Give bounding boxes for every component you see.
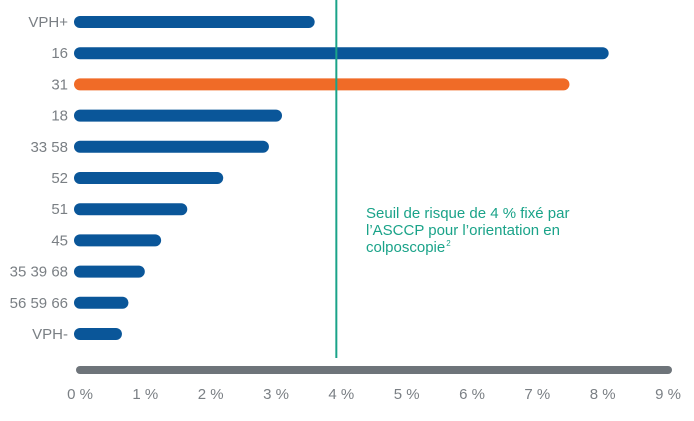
x-tick-label: 1 % (132, 386, 158, 403)
threshold-annotation-line: l’ASCCP pour l’orientation en (366, 222, 560, 239)
x-tick-label: 3 % (263, 386, 289, 403)
x-axis: 0 % 1 % 2 % 3 % 4 % 5 % 6 % 7 % 8 % 9 % (67, 366, 681, 403)
threshold-annotation-line: colposcopie (366, 239, 445, 256)
threshold-annotation-line: Seuil de risque de 4 % fixé par (366, 205, 569, 222)
x-tick-label: 8 % (590, 386, 616, 403)
x-tick-label: 2 % (198, 386, 224, 403)
category-label: 33 58 (30, 139, 68, 156)
x-tick-label: 9 % (655, 386, 681, 403)
bars-layer (74, 16, 609, 340)
category-label: 16 (51, 45, 68, 62)
category-label: 31 (51, 76, 68, 93)
x-tick-label: 5 % (394, 386, 420, 403)
threshold-annotation-superscript: 2 (446, 239, 451, 248)
x-tick-label: 7 % (524, 386, 550, 403)
category-label: 45 (51, 232, 68, 249)
x-tick-label: 6 % (459, 386, 485, 403)
category-label: 56 59 66 (10, 295, 68, 312)
category-labels: VPH+ 16 31 18 33 58 52 51 45 35 39 68 56 59 66 VPH… (10, 14, 69, 343)
category-label: 35 39 68 (10, 264, 68, 281)
category-label: 51 (51, 201, 68, 218)
x-tick-label: 0 % (67, 386, 93, 403)
category-label: 52 (51, 170, 68, 187)
category-label: VPH- (32, 326, 68, 343)
category-label: 18 (51, 108, 68, 125)
category-label: VPH+ (28, 14, 68, 31)
x-tick-label: 4 % (328, 386, 354, 403)
